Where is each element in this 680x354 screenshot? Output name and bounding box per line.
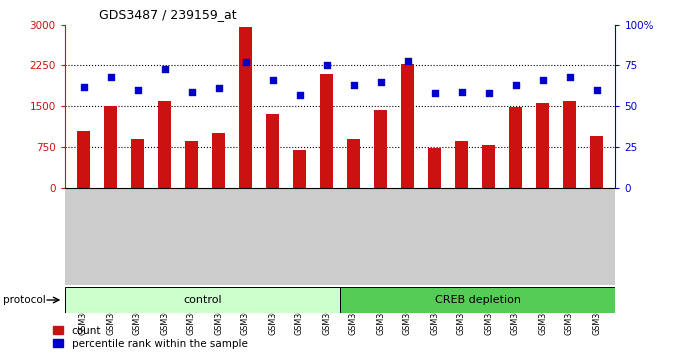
Point: [510, 82, 521, 88]
Point: [537, 77, 548, 83]
Point: [456, 89, 467, 95]
Point: [429, 90, 440, 96]
Text: control: control: [183, 295, 222, 305]
Bar: [320, 74, 333, 188]
Text: GDS3487 / 239159_at: GDS3487 / 239159_at: [99, 8, 236, 21]
Bar: [509, 107, 522, 188]
Bar: [104, 106, 117, 188]
Point: [186, 89, 197, 95]
Point: [402, 58, 413, 63]
Legend: count, percentile rank within the sample: count, percentile rank within the sample: [53, 326, 248, 349]
Bar: [481, 145, 495, 188]
Bar: [266, 114, 279, 188]
Bar: [590, 136, 603, 188]
Bar: [401, 64, 414, 188]
Bar: [563, 101, 576, 188]
Bar: [428, 148, 441, 188]
Point: [240, 59, 251, 65]
Point: [78, 84, 89, 90]
Bar: [77, 131, 90, 188]
Point: [213, 85, 224, 91]
Point: [564, 74, 575, 80]
Point: [105, 74, 116, 80]
Bar: [211, 133, 225, 188]
Bar: [455, 142, 469, 188]
Point: [321, 63, 332, 68]
FancyBboxPatch shape: [340, 287, 615, 313]
Point: [294, 92, 305, 98]
Bar: [185, 142, 199, 188]
Bar: [293, 150, 306, 188]
Point: [375, 79, 386, 85]
Point: [159, 66, 170, 72]
Bar: [347, 139, 360, 188]
Bar: [131, 139, 144, 188]
Bar: [536, 103, 549, 188]
Bar: [239, 28, 252, 188]
Bar: [374, 110, 387, 188]
Point: [348, 82, 359, 88]
Point: [483, 90, 494, 96]
FancyBboxPatch shape: [65, 287, 340, 313]
Point: [267, 77, 278, 83]
Text: CREB depletion: CREB depletion: [435, 295, 521, 305]
Text: protocol: protocol: [3, 295, 46, 305]
Point: [132, 87, 143, 93]
Point: [591, 87, 602, 93]
Bar: [158, 101, 171, 188]
